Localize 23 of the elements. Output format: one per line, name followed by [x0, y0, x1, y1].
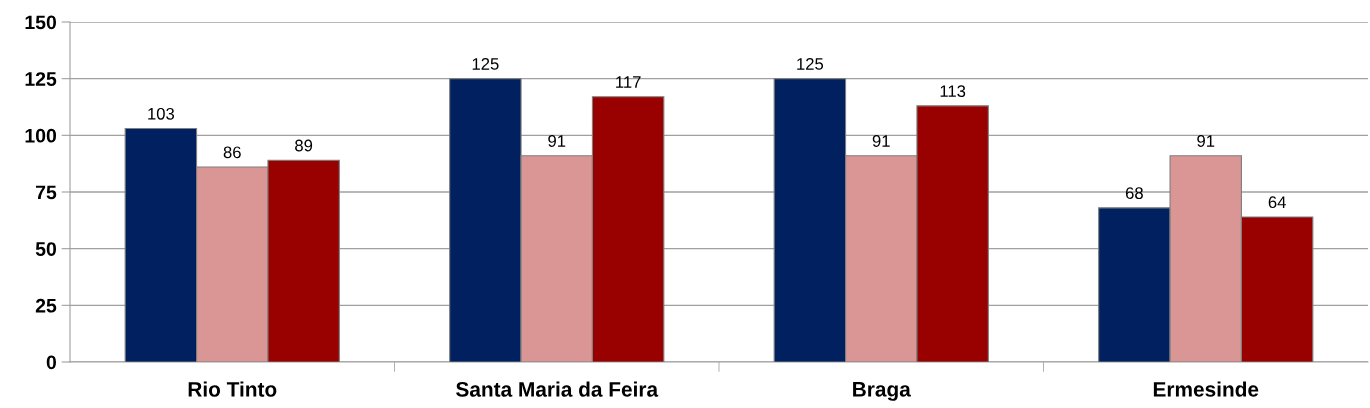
data-label: 89: [295, 139, 313, 152]
y-tick-label: 50: [35, 242, 57, 256]
data-label: 91: [548, 135, 566, 147]
x-tick-label: Braga: [853, 382, 911, 401]
data-label: 86: [223, 146, 241, 159]
data-label: 113: [940, 85, 966, 98]
x-tick-label: Rio Tinto: [188, 381, 277, 397]
data-label: 125: [797, 58, 824, 70]
data-label: 91: [872, 135, 890, 147]
y-tick-label: 125: [25, 72, 57, 86]
data-label: 91: [1197, 135, 1215, 147]
y-tick-label: 25: [35, 298, 57, 313]
y-tick-label: 150: [25, 15, 57, 30]
y-tick-label: 75: [36, 185, 57, 200]
data-label: 103: [148, 107, 175, 120]
data-label: 64: [1268, 196, 1286, 209]
data-label: 68: [1125, 187, 1143, 200]
data-label: 117: [616, 76, 641, 88]
x-tick-label: Santa Maria da Feira: [456, 381, 659, 397]
y-tick-label: 100: [25, 128, 57, 143]
data-label: 125: [472, 58, 499, 70]
x-tick-label: Ermesinde: [1153, 381, 1259, 397]
y-tick-label: 0: [46, 355, 57, 370]
